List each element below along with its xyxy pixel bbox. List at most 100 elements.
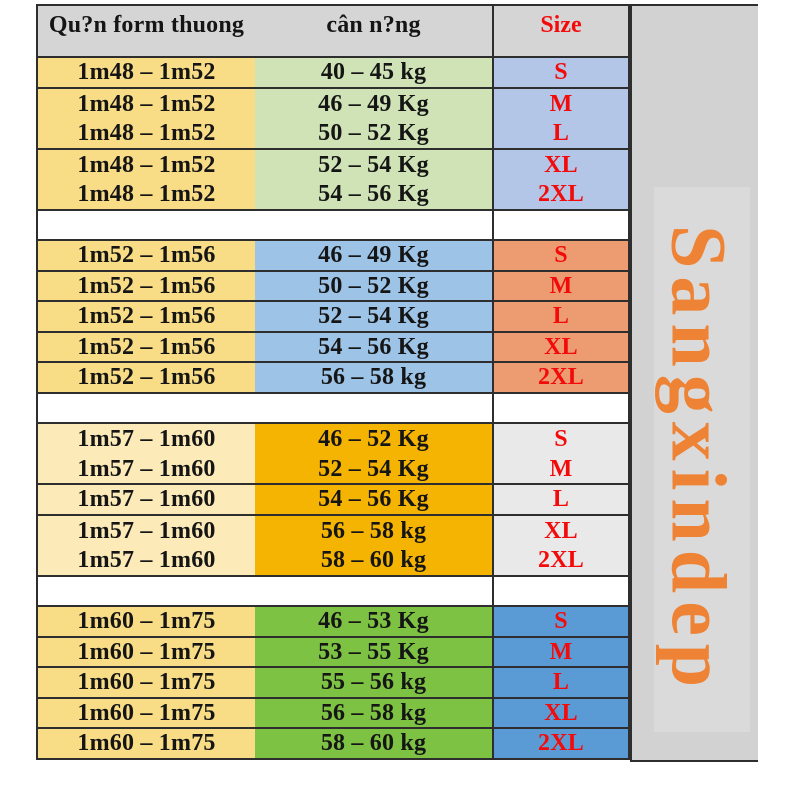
- size-cell: XL: [492, 698, 628, 727]
- weight-cell: 52 – 54 Kg: [255, 302, 492, 331]
- size-cell: S: [492, 58, 628, 87]
- weight-cell: 50 – 52 Kg: [255, 119, 492, 148]
- height-cell: 1m52 – 1m56: [38, 271, 255, 300]
- header-merged-cell: Qu?n form thuong cân n?ng: [38, 6, 492, 56]
- height-cell: 1m57 – 1m60: [38, 485, 255, 514]
- weight-cell: 54 – 56 Kg: [255, 485, 492, 514]
- weight-cell: 56 – 58 kg: [255, 698, 492, 727]
- header-height-label: Qu?n form thuong: [48, 12, 245, 38]
- size-cell: S: [492, 424, 628, 455]
- size-cell: XL: [492, 149, 628, 180]
- height-cell: 1m48 – 1m52: [38, 149, 255, 180]
- spacer-cell: [492, 393, 628, 422]
- spacer-cell: [492, 576, 628, 605]
- table-row: 1m60 – 1m75 46 – 53 Kg S: [38, 607, 628, 638]
- height-cell: 1m60 – 1m75: [38, 637, 255, 666]
- height-cell: 1m60 – 1m75: [38, 607, 255, 636]
- height-cell: 1m52 – 1m56: [38, 302, 255, 331]
- spacer-cell: [38, 211, 255, 240]
- table-row: 1m52 – 1m56 54 – 56 Kg XL: [38, 332, 628, 363]
- weight-cell: 50 – 52 Kg: [255, 271, 492, 300]
- size-cell: 2XL: [492, 363, 628, 392]
- weight-cell: 54 – 56 Kg: [255, 180, 492, 209]
- height-cell: 1m48 – 1m52: [38, 119, 255, 148]
- table-body: 1m48 – 1m52 40 – 45 kg S 1m48 – 1m52 46 – 49…: [38, 58, 628, 760]
- height-cell: 1m57 – 1m60: [38, 546, 255, 575]
- weight-cell: 46 – 49 Kg: [255, 88, 492, 119]
- size-cell: S: [492, 241, 628, 270]
- size-cell: M: [492, 271, 628, 300]
- weight-cell: 56 – 58 kg: [255, 363, 492, 392]
- spacer-cell: [255, 394, 492, 423]
- size-cell: L: [492, 302, 628, 331]
- spacer-row: [38, 210, 628, 241]
- height-cell: 1m52 – 1m56: [38, 363, 255, 392]
- table-row: 1m52 – 1m56 46 – 49 Kg S: [38, 241, 628, 272]
- table-header-row: Qu?n form thuong cân n?ng Size: [38, 6, 628, 58]
- spacer-row: [38, 576, 628, 607]
- height-cell: 1m57 – 1m60: [38, 454, 255, 483]
- height-cell: 1m52 – 1m56: [38, 241, 255, 270]
- brand-panel: Sangxindep: [630, 4, 758, 762]
- size-cell: XL: [492, 332, 628, 361]
- weight-cell: 46 – 53 Kg: [255, 607, 492, 636]
- table-row: 1m57 – 1m60 54 – 56 Kg L: [38, 485, 628, 516]
- table-row: 1m48 – 1m52 50 – 52 Kg L: [38, 119, 628, 150]
- weight-cell: 52 – 54 Kg: [255, 149, 492, 180]
- height-cell: 1m52 – 1m56: [38, 332, 255, 361]
- table-row: 1m60 – 1m75 58 – 60 kg 2XL: [38, 729, 628, 760]
- weight-cell: 56 – 58 kg: [255, 515, 492, 546]
- spacer-cell: [492, 210, 628, 239]
- size-table: Qu?n form thuong cân n?ng Size 1m48 – 1m…: [36, 4, 630, 760]
- table-row: 1m48 – 1m52 40 – 45 kg S: [38, 58, 628, 89]
- size-cell: L: [492, 119, 628, 148]
- header-weight-label: cân n?ng: [326, 12, 421, 38]
- table-row: 1m48 – 1m52 54 – 56 Kg 2XL: [38, 180, 628, 211]
- height-cell: 1m57 – 1m60: [38, 515, 255, 546]
- weight-cell: 55 – 56 kg: [255, 668, 492, 697]
- spacer-cell: [38, 394, 255, 423]
- size-cell: 2XL: [492, 729, 628, 758]
- height-cell: 1m48 – 1m52: [38, 88, 255, 119]
- weight-cell: 53 – 55 Kg: [255, 637, 492, 666]
- weight-cell: 46 – 52 Kg: [255, 424, 492, 455]
- table-row: 1m60 – 1m75 53 – 55 Kg M: [38, 637, 628, 668]
- size-cell: XL: [492, 515, 628, 546]
- table-row: 1m52 – 1m56 50 – 52 Kg M: [38, 271, 628, 302]
- size-cell: M: [492, 88, 628, 119]
- table-row: 1m52 – 1m56 52 – 54 Kg L: [38, 302, 628, 333]
- spacer-row: [38, 393, 628, 424]
- size-cell: L: [492, 485, 628, 514]
- brand-watermark: Sangxindep: [655, 224, 743, 696]
- weight-cell: 58 – 60 kg: [255, 729, 492, 758]
- weight-cell: 46 – 49 Kg: [255, 241, 492, 270]
- weight-cell: 52 – 54 Kg: [255, 454, 492, 483]
- table-row: 1m48 – 1m52 52 – 54 Kg XL: [38, 149, 628, 180]
- height-cell: 1m57 – 1m60: [38, 424, 255, 455]
- table-row: 1m60 – 1m75 55 – 56 kg L: [38, 668, 628, 699]
- table-row: 1m48 – 1m52 46 – 49 Kg M: [38, 88, 628, 119]
- table-row: 1m57 – 1m60 46 – 52 Kg S: [38, 424, 628, 455]
- height-cell: 1m60 – 1m75: [38, 668, 255, 697]
- table-row: 1m57 – 1m60 58 – 60 kg 2XL: [38, 546, 628, 577]
- weight-cell: 58 – 60 kg: [255, 546, 492, 575]
- size-cell: M: [492, 454, 628, 483]
- header-size-label: Size: [492, 6, 628, 56]
- table-row: 1m60 – 1m75 56 – 58 kg XL: [38, 698, 628, 729]
- size-cell: 2XL: [492, 180, 628, 209]
- table-row: 1m52 – 1m56 56 – 58 kg 2XL: [38, 363, 628, 394]
- height-cell: 1m60 – 1m75: [38, 729, 255, 758]
- spacer-cell: [255, 577, 492, 606]
- height-cell: 1m48 – 1m52: [38, 180, 255, 209]
- height-cell: 1m48 – 1m52: [38, 58, 255, 87]
- watermark-backdrop: [654, 187, 750, 732]
- size-cell: M: [492, 637, 628, 666]
- size-cell: 2XL: [492, 546, 628, 575]
- weight-cell: 40 – 45 kg: [255, 58, 492, 87]
- size-cell: L: [492, 668, 628, 697]
- size-cell: S: [492, 607, 628, 636]
- height-cell: 1m60 – 1m75: [38, 698, 255, 727]
- table-row: 1m57 – 1m60 56 – 58 kg XL: [38, 515, 628, 546]
- spacer-cell: [255, 211, 492, 240]
